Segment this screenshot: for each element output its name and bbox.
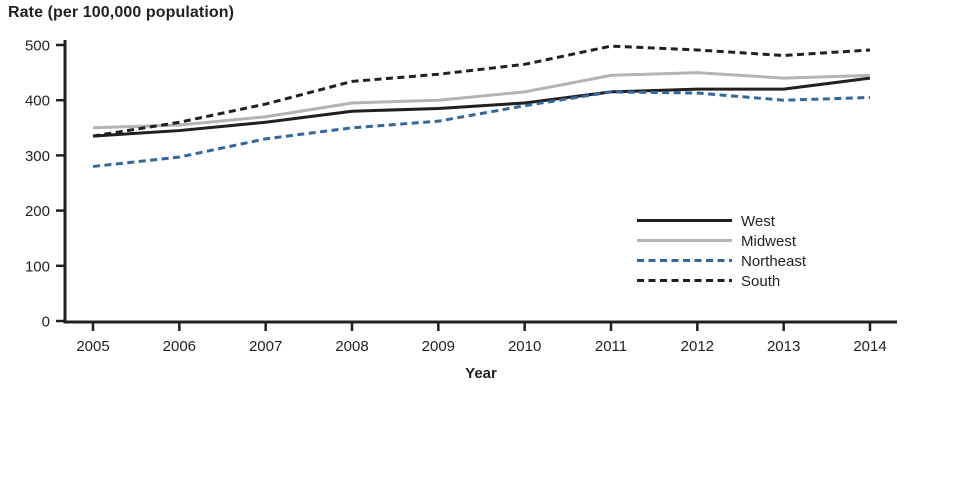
x-tick-label: 2011 bbox=[595, 338, 627, 355]
series-line-northeast bbox=[92, 90, 871, 168]
x-tick-label: 2009 bbox=[422, 338, 455, 355]
x-tick-label: 2010 bbox=[508, 338, 541, 355]
series-line-south bbox=[92, 44, 871, 138]
chart-title: Rate (per 100,000 population) bbox=[8, 4, 235, 21]
series-line-west bbox=[92, 76, 871, 138]
y-tick-label: 100 bbox=[25, 258, 50, 275]
y-tick-label: 500 bbox=[25, 38, 50, 55]
legend-label-northeast: Northeast bbox=[741, 253, 807, 270]
legend-label-midwest: Midwest bbox=[741, 233, 797, 250]
x-tick-label: 2014 bbox=[853, 338, 886, 355]
legend-label-west: West bbox=[741, 213, 776, 230]
x-tick-label: 2007 bbox=[249, 338, 282, 355]
x-tick-label: 2013 bbox=[767, 338, 800, 355]
series-line-midwest bbox=[92, 71, 871, 130]
legend-label-south: South bbox=[741, 273, 780, 290]
y-tick-label: 400 bbox=[25, 93, 50, 110]
x-tick-label: 2012 bbox=[681, 338, 714, 355]
x-tick-label: 2008 bbox=[335, 338, 368, 355]
x-tick-label: 2005 bbox=[76, 338, 109, 355]
x-tick-label: 2006 bbox=[163, 338, 196, 355]
y-tick-label: 200 bbox=[25, 203, 50, 220]
y-tick-label: 300 bbox=[25, 148, 50, 165]
y-tick-label: 0 bbox=[42, 314, 50, 331]
x-axis-title: Year bbox=[465, 365, 497, 382]
